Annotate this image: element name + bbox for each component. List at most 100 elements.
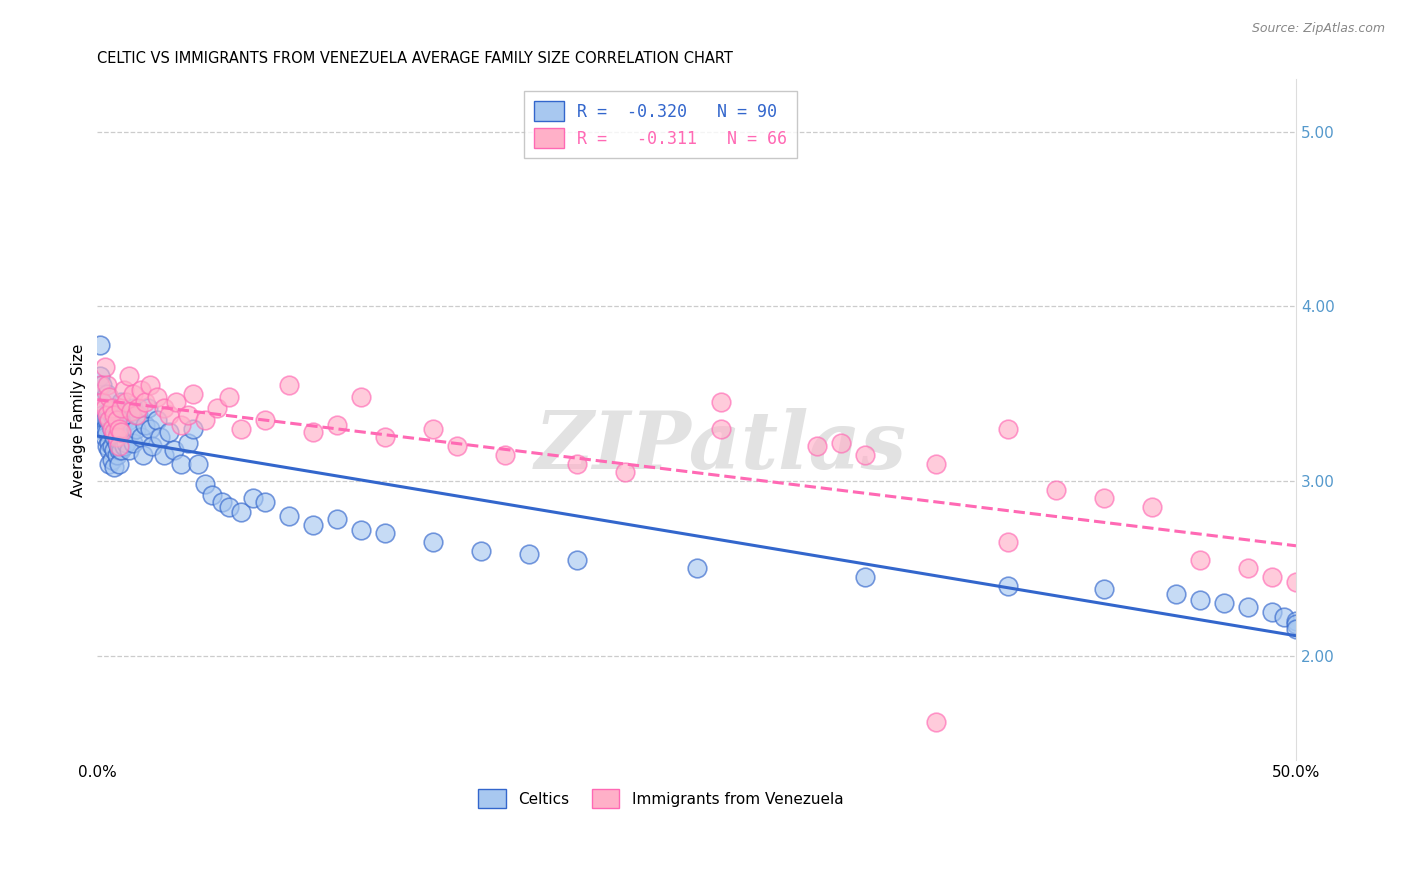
Point [302, 425, 325, 439]
Text: Source: ZipAtlas.com: Source: ZipAtlas.com [1251, 22, 1385, 36]
Point [231, 505, 253, 519]
Point [350, 390, 373, 404]
Point [925, 457, 948, 471]
Point [1285, 575, 1308, 590]
Point [103, 430, 125, 444]
Point [853, 448, 876, 462]
Point [110, 442, 132, 457]
Legend: Celtics, Immigrants from Venezuela: Celtics, Immigrants from Venezuela [472, 783, 849, 814]
Point [565, 457, 588, 471]
Point [149, 430, 172, 444]
Point [1140, 500, 1163, 515]
Point [218, 500, 240, 515]
Point [98, 413, 121, 427]
Point [110, 421, 132, 435]
Point [96, 378, 118, 392]
Point [326, 418, 349, 433]
Point [93, 413, 115, 427]
Point [686, 561, 709, 575]
Y-axis label: Average Family Size: Average Family Size [72, 343, 86, 497]
Point [117, 442, 139, 457]
Point [103, 442, 125, 457]
Point [1092, 491, 1115, 506]
Point [98, 390, 121, 404]
Point [120, 404, 142, 418]
Point [1213, 596, 1236, 610]
Point [96, 413, 118, 427]
Point [98, 442, 121, 457]
Point [93, 401, 115, 415]
Point [1045, 483, 1067, 497]
Point [122, 386, 145, 401]
Point [108, 421, 131, 435]
Point [91, 395, 114, 409]
Point [100, 439, 122, 453]
Point [112, 413, 135, 427]
Point [141, 439, 163, 453]
Point [157, 408, 180, 422]
Point [153, 448, 176, 462]
Point [110, 425, 132, 439]
Point [108, 439, 131, 453]
Point [181, 386, 204, 401]
Point [136, 401, 159, 415]
Point [494, 448, 516, 462]
Point [231, 421, 253, 435]
Point [103, 425, 125, 439]
Point [103, 460, 125, 475]
Point [105, 435, 128, 450]
Point [211, 495, 233, 509]
Point [218, 390, 240, 404]
Point [1166, 587, 1188, 601]
Point [139, 421, 162, 435]
Point [350, 523, 373, 537]
Point [139, 378, 162, 392]
Point [254, 413, 277, 427]
Point [1189, 552, 1212, 566]
Point [194, 477, 217, 491]
Point [91, 378, 114, 392]
Point [129, 383, 152, 397]
Point [115, 395, 138, 409]
Text: CELTIC VS IMMIGRANTS FROM VENEZUELA AVERAGE FAMILY SIZE CORRELATION CHART: CELTIC VS IMMIGRANTS FROM VENEZUELA AVER… [97, 51, 733, 66]
Point [830, 435, 852, 450]
Point [89, 369, 111, 384]
Point [710, 421, 733, 435]
Point [170, 457, 193, 471]
Point [278, 508, 301, 523]
Point [122, 435, 145, 450]
Point [163, 442, 186, 457]
Point [470, 544, 492, 558]
Point [100, 421, 122, 435]
Point [806, 439, 828, 453]
Point [177, 408, 200, 422]
Point [125, 408, 148, 422]
Point [122, 401, 145, 415]
Point [422, 535, 444, 549]
Point [613, 465, 636, 479]
Point [96, 408, 118, 422]
Point [166, 395, 188, 409]
Point [278, 378, 301, 392]
Point [105, 413, 128, 427]
Point [98, 457, 121, 471]
Point [96, 386, 118, 401]
Point [105, 430, 128, 444]
Point [103, 413, 125, 427]
Point [96, 425, 118, 439]
Point [853, 570, 876, 584]
Point [422, 421, 444, 435]
Point [93, 421, 115, 435]
Point [100, 453, 122, 467]
Point [1285, 617, 1308, 632]
Point [925, 714, 948, 729]
Point [1237, 561, 1260, 575]
Point [100, 421, 122, 435]
Point [93, 360, 115, 375]
Point [112, 383, 135, 397]
Point [1261, 570, 1284, 584]
Point [117, 369, 139, 384]
Point [374, 526, 396, 541]
Point [89, 338, 111, 352]
Point [117, 413, 139, 427]
